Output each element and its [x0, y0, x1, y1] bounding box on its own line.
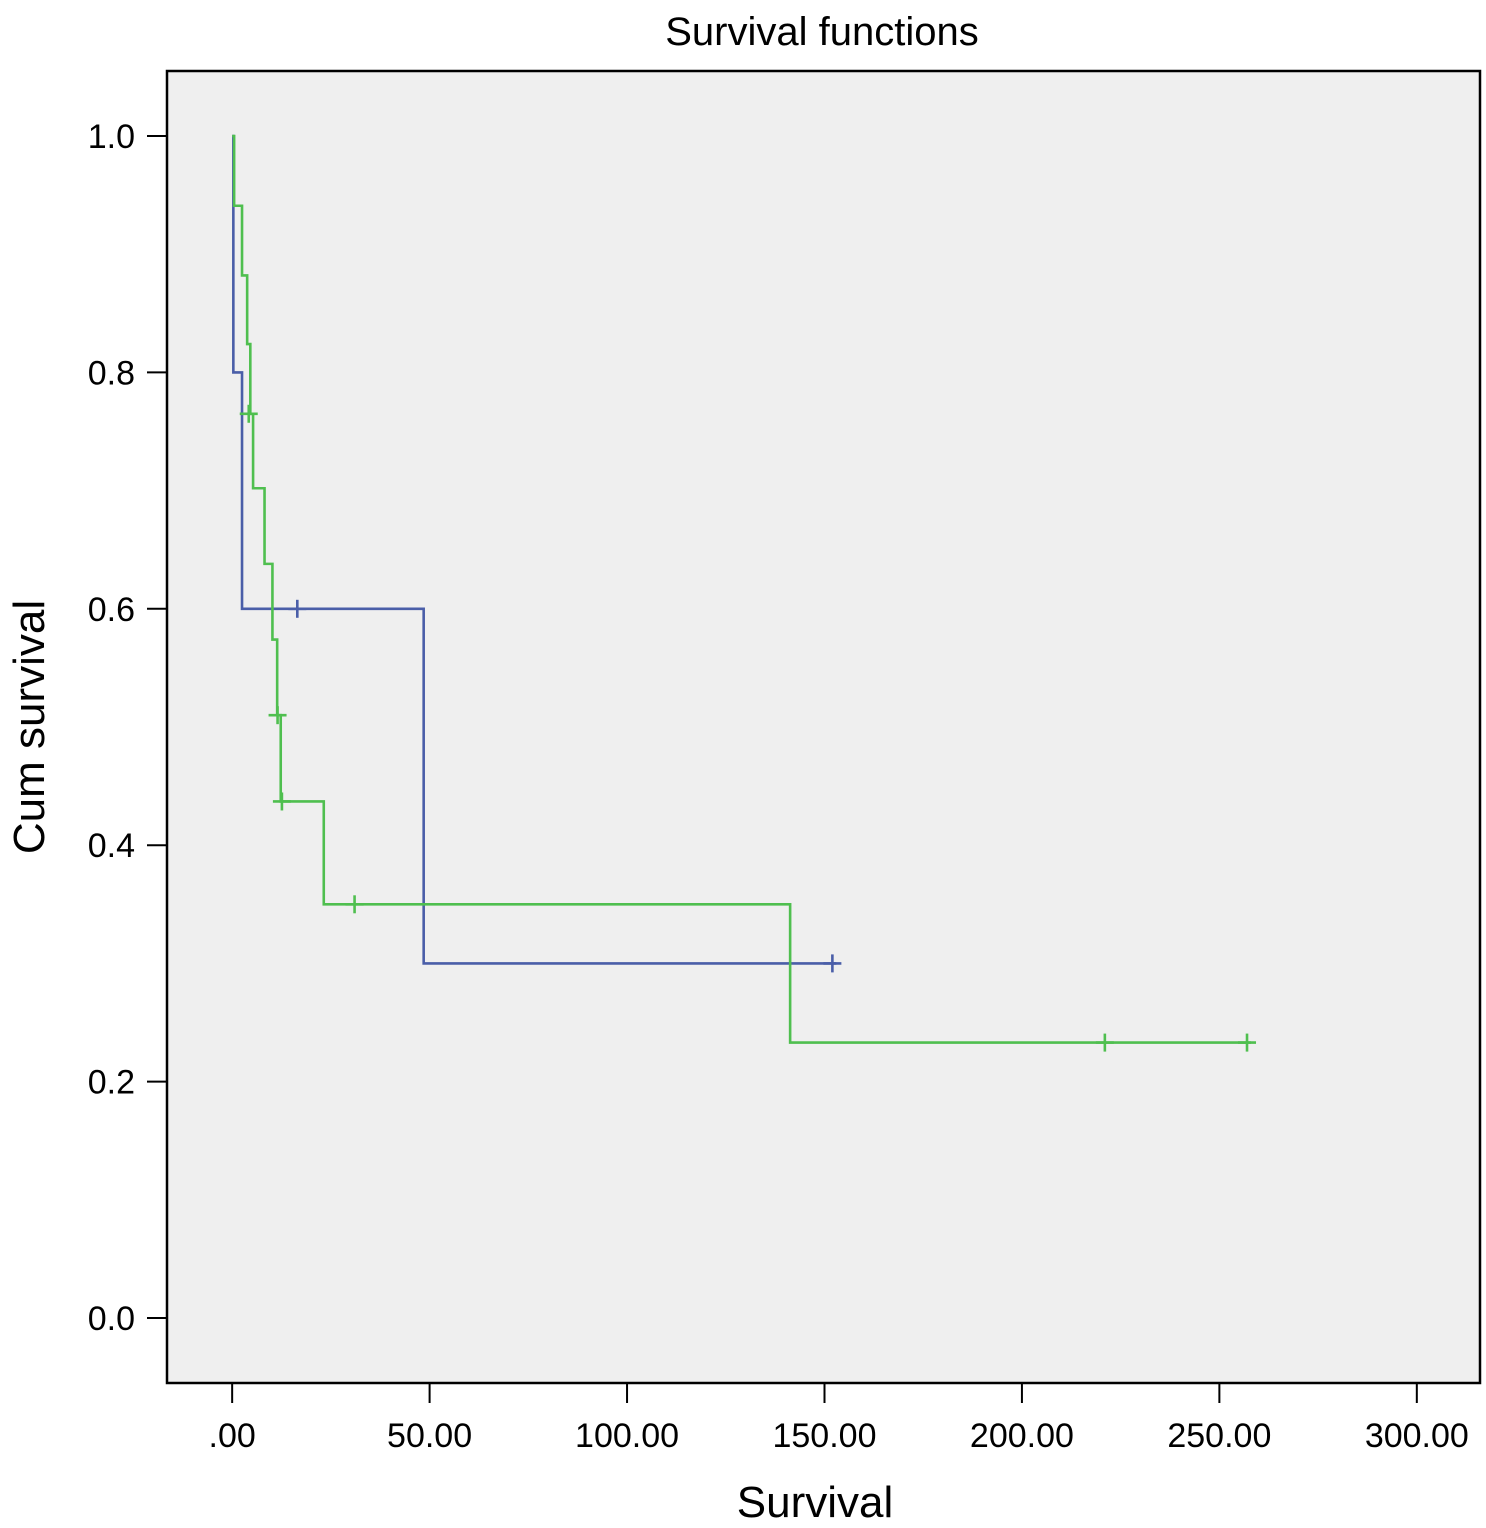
y-tick-label: 0.4: [88, 827, 135, 865]
y-axis: 0.0 0.2 0.4 0.6 0.8 1.0: [88, 118, 167, 1338]
x-tick-label: 300.00: [1365, 1417, 1469, 1455]
y-axis-label: Cum survival: [5, 600, 54, 854]
x-tick-label: .00: [209, 1417, 256, 1455]
survival-curve-2: [232, 134, 1251, 1044]
censor-mark: [1238, 1033, 1257, 1052]
censor-mark: [239, 404, 258, 423]
y-tick-label: 0.0: [88, 1300, 135, 1338]
x-axis: .00 50.00 100.00 150.00 200.00 250.00 300.00: [209, 1383, 1469, 1455]
x-tick-label: 250.00: [1167, 1417, 1271, 1455]
censor-mark: [823, 954, 842, 973]
chart-title: Survival functions: [665, 10, 978, 54]
series-layer: [232, 134, 1257, 1052]
censor-mark: [288, 599, 307, 618]
censor-mark: [268, 706, 287, 725]
censor-mark: [1095, 1033, 1114, 1052]
y-tick-label: 0.8: [88, 354, 135, 392]
censor-mark: [345, 895, 364, 914]
x-tick-label: 50.00: [387, 1417, 472, 1455]
x-tick-label: 100.00: [575, 1417, 679, 1455]
plot-area: [165, 69, 1482, 1385]
x-axis-label: Survival: [737, 1478, 894, 1527]
y-tick-label: 0.6: [88, 591, 135, 629]
x-tick-label: 150.00: [772, 1417, 876, 1455]
y-tick-label: 1.0: [88, 118, 135, 156]
x-tick-label: 200.00: [970, 1417, 1074, 1455]
censor-mark: [272, 792, 291, 811]
y-tick-label: 0.2: [88, 1064, 135, 1102]
